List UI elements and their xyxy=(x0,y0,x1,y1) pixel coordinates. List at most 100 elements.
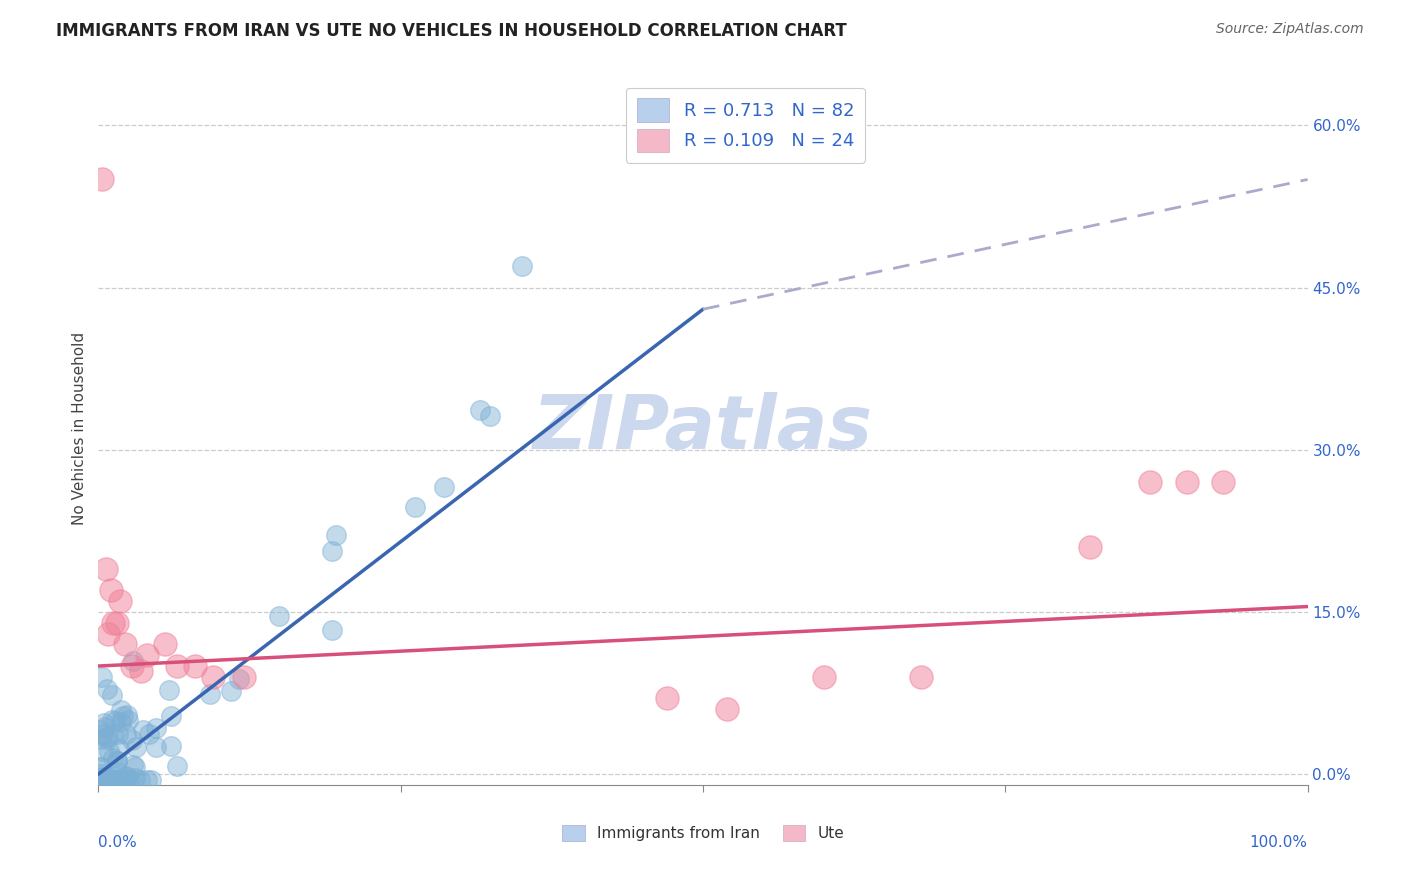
Point xyxy=(198,687,221,701)
Point xyxy=(110,772,132,787)
Point xyxy=(101,772,124,787)
Point xyxy=(89,759,111,773)
Text: 100.0%: 100.0% xyxy=(1250,835,1308,850)
Point xyxy=(105,754,128,768)
Point xyxy=(321,623,343,637)
Point xyxy=(96,731,118,745)
Point xyxy=(139,772,162,787)
Point xyxy=(91,172,114,186)
Point xyxy=(124,739,146,754)
Point xyxy=(94,562,117,576)
Point xyxy=(89,731,111,746)
Point xyxy=(321,544,343,558)
Point xyxy=(166,759,188,773)
Point xyxy=(90,767,112,781)
Point xyxy=(157,682,180,697)
Text: 0.0%: 0.0% xyxy=(98,835,138,850)
Point xyxy=(101,750,124,764)
Point xyxy=(1212,475,1234,490)
Point xyxy=(96,731,118,746)
Point xyxy=(135,648,157,663)
Point xyxy=(1139,475,1161,490)
Point xyxy=(136,772,159,787)
Point xyxy=(112,772,135,787)
Text: IMMIGRANTS FROM IRAN VS UTE NO VEHICLES IN HOUSEHOLD CORRELATION CHART: IMMIGRANTS FROM IRAN VS UTE NO VEHICLES … xyxy=(56,22,846,40)
Point xyxy=(128,772,150,787)
Point xyxy=(97,626,120,640)
Point xyxy=(108,594,131,608)
Point xyxy=(655,691,678,706)
Point xyxy=(105,615,128,630)
Point xyxy=(115,727,138,741)
Point xyxy=(111,772,134,787)
Point xyxy=(122,653,145,667)
Point xyxy=(97,772,120,787)
Point xyxy=(153,637,176,651)
Point xyxy=(114,769,136,783)
Point xyxy=(96,681,118,696)
Point xyxy=(104,714,127,729)
Point xyxy=(202,670,225,684)
Point xyxy=(91,770,114,784)
Point xyxy=(510,259,533,273)
Point xyxy=(94,720,117,734)
Point xyxy=(94,772,117,787)
Point xyxy=(910,670,932,684)
Point xyxy=(121,732,143,747)
Point xyxy=(91,727,114,741)
Point xyxy=(105,764,128,779)
Point xyxy=(122,758,145,772)
Point xyxy=(145,721,167,735)
Point xyxy=(166,659,188,673)
Point xyxy=(160,709,183,723)
Point xyxy=(120,772,142,787)
Point xyxy=(110,703,132,717)
Point xyxy=(267,608,290,623)
Point xyxy=(101,727,124,741)
Point xyxy=(221,684,243,698)
Legend: Immigrants from Iran, Ute: Immigrants from Iran, Ute xyxy=(554,817,852,848)
Point xyxy=(101,689,124,703)
Point xyxy=(433,480,456,494)
Point xyxy=(138,727,160,741)
Point xyxy=(115,708,138,723)
Point xyxy=(103,772,125,787)
Point xyxy=(228,673,250,687)
Point xyxy=(124,771,146,785)
Text: Source: ZipAtlas.com: Source: ZipAtlas.com xyxy=(1216,22,1364,37)
Point xyxy=(716,702,738,716)
Point xyxy=(115,772,138,787)
Point xyxy=(107,772,129,787)
Point xyxy=(404,500,426,514)
Point xyxy=(124,760,146,774)
Point xyxy=(101,713,124,727)
Point xyxy=(97,744,120,758)
Point xyxy=(132,723,155,737)
Point xyxy=(184,659,207,673)
Point xyxy=(90,772,112,787)
Point xyxy=(468,403,491,417)
Point xyxy=(100,583,122,598)
Point xyxy=(91,744,114,758)
Point xyxy=(93,715,115,730)
Point xyxy=(1175,475,1198,490)
Point xyxy=(129,665,152,679)
Point xyxy=(117,713,139,727)
Point xyxy=(89,771,111,785)
Point xyxy=(121,659,143,673)
Point xyxy=(325,528,347,542)
Point xyxy=(104,772,127,787)
Point xyxy=(91,670,114,684)
Point xyxy=(160,739,183,754)
Point xyxy=(232,670,254,684)
Point xyxy=(117,772,139,787)
Point xyxy=(813,670,835,684)
Point xyxy=(90,760,112,774)
Point xyxy=(91,772,114,787)
Point xyxy=(110,772,132,787)
Point xyxy=(1078,540,1101,554)
Point xyxy=(115,770,138,784)
Point xyxy=(478,409,501,423)
Point xyxy=(145,740,167,755)
Point xyxy=(91,772,114,787)
